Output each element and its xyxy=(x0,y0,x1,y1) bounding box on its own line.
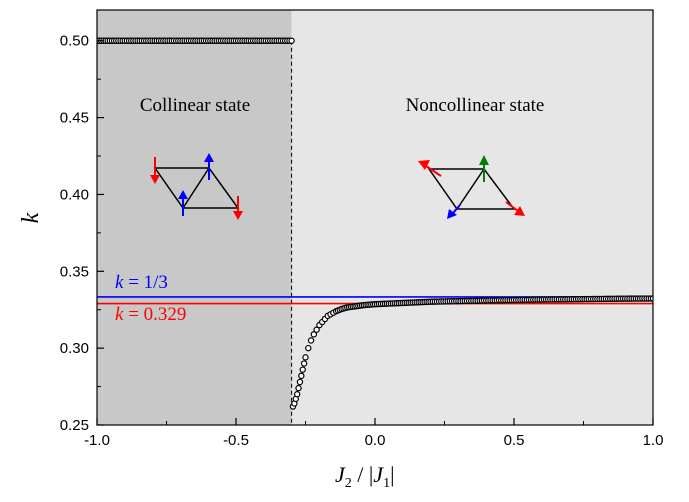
noncollinear-region xyxy=(291,10,653,425)
y-tick-label: 0.45 xyxy=(60,110,89,127)
spin-arrow-lower-right xyxy=(505,201,525,216)
data-point xyxy=(302,354,309,361)
collinear-spin-inset xyxy=(150,153,243,220)
spin-arrow-up xyxy=(178,190,188,216)
data-point xyxy=(313,326,320,333)
spin-arrow-down xyxy=(233,196,243,220)
y-tick-label: 0.35 xyxy=(60,263,89,280)
x-axis-ticks: -1.0 -0.5 0.0 0.5 1.0 xyxy=(84,418,663,449)
reference-label-one-third: k = 1/3 xyxy=(115,272,168,293)
x-tick-label: -1.0 xyxy=(84,432,110,449)
spin-arrow-down xyxy=(150,157,160,184)
data-series xyxy=(97,37,653,410)
spin-arrow-lower-left xyxy=(447,204,461,219)
y-tick-label: 0.25 xyxy=(60,417,89,434)
x-tick-label: 0.5 xyxy=(504,432,525,449)
spin-arrow-up xyxy=(479,155,489,182)
y-tick-label: 0.50 xyxy=(60,33,89,50)
x-tick-label: 1.0 xyxy=(643,432,664,449)
data-point xyxy=(300,360,308,367)
reference-label-0329: k = 0.329 xyxy=(115,304,186,325)
data-point xyxy=(288,37,295,44)
data-point xyxy=(305,344,312,352)
spin-arrow-up xyxy=(204,153,214,180)
data-point xyxy=(296,378,304,386)
y-tick-label: 0.40 xyxy=(60,186,89,203)
x-axis-title: J2 / |J1| xyxy=(335,462,394,491)
y-axis-title: k xyxy=(18,212,44,223)
collinear-state-label: Collinear state xyxy=(140,95,250,116)
y-axis-ticks: 0.25 0.30 0.35 0.40 0.45 0.50 xyxy=(60,33,104,434)
spin-arrow-upper-left xyxy=(418,160,442,177)
noncollinear-spin-inset xyxy=(418,155,525,219)
data-point xyxy=(310,331,318,338)
data-point xyxy=(293,391,301,398)
x-tick-label: 0.0 xyxy=(365,432,386,449)
y-tick-label: 0.30 xyxy=(60,340,89,357)
data-point xyxy=(649,295,653,302)
noncollinear-state-label: Noncollinear state xyxy=(406,95,545,116)
x-tick-label: -0.5 xyxy=(223,432,249,449)
data-point xyxy=(295,384,302,392)
data-point xyxy=(298,372,305,380)
collinear-region xyxy=(97,10,292,425)
data-point xyxy=(307,337,315,344)
data-point xyxy=(299,366,306,373)
